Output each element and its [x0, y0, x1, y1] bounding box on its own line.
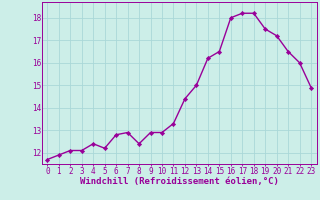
X-axis label: Windchill (Refroidissement éolien,°C): Windchill (Refroidissement éolien,°C) — [80, 177, 279, 186]
